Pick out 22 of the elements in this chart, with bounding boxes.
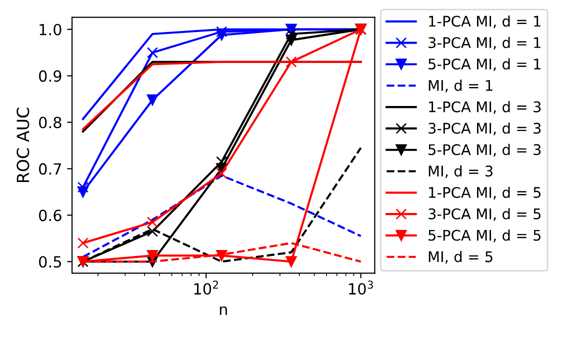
x-tick-label: 10$^{3}$ [349,280,373,295]
y-axis-title: ROC AUC [16,108,30,182]
legend-label: MI, d = 3 [428,165,492,178]
y-tick-label: 0.9 [39,70,62,82]
legend-label: 1-PCA MI, d = 1 [429,15,540,28]
legend-label: 3-PCA MI, d = 1 [428,36,540,50]
legend-label: MI, d = 1 [428,80,492,92]
x-axis-title: n [220,306,227,315]
legend-label: 3-PCA MI, d = 5 [428,208,540,221]
legend-label: 1-PCA MI, d = 3 [429,101,541,114]
y-tick-label: 1.0 [40,24,62,36]
legend-label: 5-PCA MI, d = 5 [428,230,540,242]
y-tick-label: 0.5 [39,256,61,268]
legend-label: 5-PCA MI, d = 1 [428,58,540,72]
legend-label: MI, d = 5 [428,250,492,264]
legend-label: 5-PCA MI, d = 3 [428,144,541,157]
y-tick-label: 0.7 [39,163,62,175]
legend-label: 3-PCA MI, d = 3 [428,122,541,136]
legend-label: 1-PCA MI, d = 5 [429,186,540,200]
y-tick-label: 0.6 [39,210,62,222]
y-tick-label: 0.8 [39,116,62,128]
x-tick-label: 10$^{2}$ [194,280,218,295]
